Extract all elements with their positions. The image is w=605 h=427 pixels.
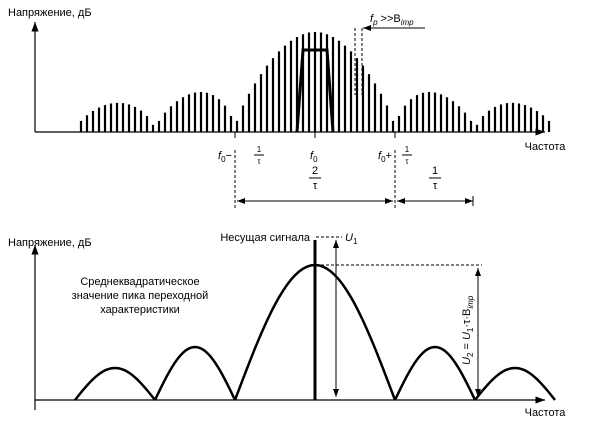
t: 2 (466, 352, 475, 357)
t: f (310, 150, 314, 162)
num: 1 (257, 145, 262, 154)
t: − (226, 150, 232, 162)
t: U (461, 357, 473, 365)
fp-label: fp >>Bimp (370, 13, 414, 27)
t: f (218, 150, 222, 162)
t: 1 (353, 237, 358, 246)
t: 0 (313, 155, 318, 164)
t: 0 (221, 155, 226, 164)
u2-label: U2 = U1·τ·Bimp (461, 295, 475, 365)
top-labels: Напряжение, дБ Частота fp >>Bimp f0− 1 τ … (8, 7, 566, 192)
spectrum-panel (31, 22, 551, 208)
t: 0 (381, 155, 386, 164)
t: U (461, 332, 473, 340)
y-label: Напряжение, дБ (8, 7, 92, 19)
pulse-envelope (295, 48, 335, 133)
den: τ (313, 180, 318, 192)
t: f (370, 13, 374, 25)
x-label: Частота (525, 407, 567, 419)
x-label: Частота (525, 141, 567, 153)
f0-plus: f0+ (378, 150, 392, 164)
t: imp (466, 295, 475, 308)
t: U (345, 232, 353, 244)
u1-label: U1 (345, 232, 358, 246)
bottom-labels: Напряжение, дБ Частота Несущая сигнала U… (8, 232, 566, 419)
f0-minus: f0− (218, 150, 232, 164)
num: 1 (432, 165, 438, 177)
t: >>B (381, 13, 401, 25)
note-line: Среднеквадратическое (80, 276, 199, 288)
t: + (386, 150, 392, 162)
t: = (461, 340, 473, 353)
num: 2 (312, 165, 318, 177)
envelope-panel (31, 236, 556, 410)
t: f (378, 150, 382, 162)
den: τ (257, 157, 261, 166)
note-line: значение пика переходной (72, 290, 209, 302)
den: τ (433, 180, 438, 192)
carrier-label: Несущая сигнала (220, 232, 311, 244)
num: 1 (405, 145, 410, 154)
t: 1 (466, 327, 475, 332)
spectral-lines (79, 32, 551, 132)
f0: f0 (310, 150, 318, 164)
y-label: Напряжение, дБ (8, 237, 92, 249)
t: p (372, 18, 378, 27)
note-line: характеристики (100, 304, 180, 316)
den: τ (405, 157, 409, 166)
t: ·τ·B (461, 309, 473, 328)
t: imp (401, 18, 414, 27)
